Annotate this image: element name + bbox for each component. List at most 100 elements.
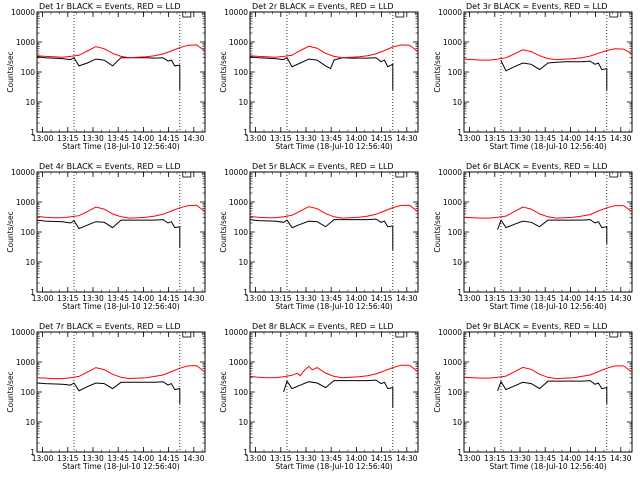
x-tick-label: 14:30 (610, 134, 632, 143)
y-axis-label: Counts/sec (6, 51, 15, 92)
x-tick-label: 14:00 (133, 454, 155, 463)
events-series-line (497, 380, 608, 404)
x-tick-label: 13:30 (82, 134, 104, 143)
y-axis-label: Counts/sec (219, 211, 228, 252)
x-tick-label: 13:15 (270, 134, 292, 143)
x-tick-label: 13:30 (509, 134, 531, 143)
y-tick-label: 10000 (11, 168, 35, 177)
events-series-line (36, 56, 181, 91)
y-tick-label: 1 (457, 128, 462, 137)
x-tick-label: 13:15 (484, 294, 506, 303)
marker-box (609, 171, 619, 178)
chart-panel-5: Det 5r BLACK = Events, RED = LLD 1 10 100 10… (219, 162, 419, 311)
y-tick-label: 100 (21, 388, 36, 397)
y-tick-label: 100 (448, 228, 463, 237)
x-tick-label: 13:45 (534, 134, 556, 143)
chart-panel-8: Det 8r BLACK = Events, RED = LLD 1 10 100 10… (219, 322, 419, 471)
x-tick-label: 13:45 (320, 454, 342, 463)
y-axis-label: Counts/sec (219, 371, 228, 412)
lld-series-line (249, 204, 419, 219)
chart-panel-6: Det 6r BLACK = Events, RED = LLD 1 10 100 10… (433, 162, 633, 311)
x-tick-label: 13:00 (459, 454, 481, 463)
x-tick-label: 14:00 (133, 294, 155, 303)
chart-panel-4: Det 4r BLACK = Events, RED = LLD 1 10 100 10… (6, 162, 206, 311)
x-tick-label: 13:45 (534, 454, 556, 463)
x-tick-label: 13:15 (57, 454, 79, 463)
x-tick-label: 14:00 (560, 454, 582, 463)
x-axis-label: Start Time (18-Jul-10 12:56:40) (489, 142, 606, 151)
x-axis-label: Start Time (18-Jul-10 12:56:40) (489, 302, 606, 311)
y-tick-label: 1 (30, 128, 35, 137)
x-tick-label: 14:15 (158, 134, 180, 143)
y-tick-label: 1000 (16, 198, 35, 207)
y-tick-label: 10 (238, 98, 248, 107)
y-tick-label: 10000 (438, 168, 462, 177)
y-tick-label: 10 (25, 418, 35, 427)
x-tick-label: 13:00 (32, 134, 54, 143)
x-tick-label: 14:15 (158, 294, 180, 303)
events-series-line (500, 60, 608, 91)
x-tick-label: 13:30 (82, 294, 104, 303)
x-tick-label: 13:15 (270, 294, 292, 303)
x-tick-label: 13:45 (107, 134, 129, 143)
x-tick-label: 14:30 (183, 134, 205, 143)
y-tick-label: 10000 (438, 8, 462, 17)
events-series-line (36, 381, 181, 404)
chart-panel-2: Det 2r BLACK = Events, RED = LLD 1 10 100 10… (219, 2, 419, 151)
y-tick-label: 10000 (224, 168, 248, 177)
x-axis-label: Start Time (18-Jul-10 12:56:40) (275, 462, 392, 471)
y-tick-label: 1000 (229, 38, 248, 47)
y-axis-label: Counts/sec (433, 211, 442, 252)
x-tick-label: 13:00 (32, 294, 54, 303)
chart-panel-3: Det 3r BLACK = Events, RED = LLD 1 10 100 10… (433, 2, 633, 151)
chart-title: Det 7r BLACK = Events, RED = LLD (39, 322, 181, 331)
x-tick-label: 13:15 (270, 454, 292, 463)
y-tick-label: 100 (448, 68, 463, 77)
x-tick-label: 13:30 (295, 134, 317, 143)
y-tick-label: 1000 (229, 358, 248, 367)
y-tick-label: 100 (234, 388, 249, 397)
marker-box (609, 11, 619, 18)
chart-title: Det 5r BLACK = Events, RED = LLD (252, 162, 394, 171)
y-tick-label: 1000 (443, 198, 462, 207)
y-axis-label: Counts/sec (433, 371, 442, 412)
x-tick-label: 13:15 (484, 454, 506, 463)
y-tick-label: 100 (448, 388, 463, 397)
y-tick-label: 100 (234, 68, 249, 77)
lld-series-line (36, 44, 206, 59)
x-tick-label: 13:30 (509, 294, 531, 303)
x-tick-label: 13:45 (107, 454, 129, 463)
x-axis-label: Start Time (18-Jul-10 12:56:40) (62, 142, 179, 151)
chart-title: Det 6r BLACK = Events, RED = LLD (466, 162, 608, 171)
marker-box (609, 331, 619, 338)
x-tick-label: 13:30 (295, 294, 317, 303)
x-tick-label: 13:15 (57, 134, 79, 143)
y-axis-label: Counts/sec (6, 211, 15, 252)
x-axis-label: Start Time (18-Jul-10 12:56:40) (62, 462, 179, 471)
y-tick-label: 1 (30, 448, 35, 457)
x-tick-label: 14:30 (183, 454, 205, 463)
x-tick-label: 14:00 (133, 134, 155, 143)
x-tick-label: 13:00 (459, 134, 481, 143)
y-tick-label: 100 (234, 228, 249, 237)
x-tick-label: 14:15 (585, 134, 607, 143)
events-series-line (36, 219, 181, 248)
y-tick-label: 1 (457, 448, 462, 457)
x-tick-label: 13:30 (82, 454, 104, 463)
chart-panel-9: Det 9r BLACK = Events, RED = LLD 1 10 100 10… (433, 322, 633, 471)
y-tick-label: 10 (238, 418, 248, 427)
marker-box (182, 331, 192, 338)
x-tick-label: 14:30 (610, 454, 632, 463)
events-series-line (283, 379, 394, 408)
marker-box (395, 331, 405, 338)
x-tick-label: 14:15 (371, 454, 393, 463)
lld-series-line (463, 365, 633, 380)
y-tick-label: 1 (243, 288, 248, 297)
y-tick-label: 1 (243, 128, 248, 137)
events-series-line (497, 218, 608, 244)
x-axis-label: Start Time (18-Jul-10 12:56:40) (275, 142, 392, 151)
lld-series-line (463, 205, 633, 219)
lld-series-line (249, 364, 419, 379)
y-tick-label: 10 (25, 258, 35, 267)
y-tick-label: 1000 (443, 358, 462, 367)
